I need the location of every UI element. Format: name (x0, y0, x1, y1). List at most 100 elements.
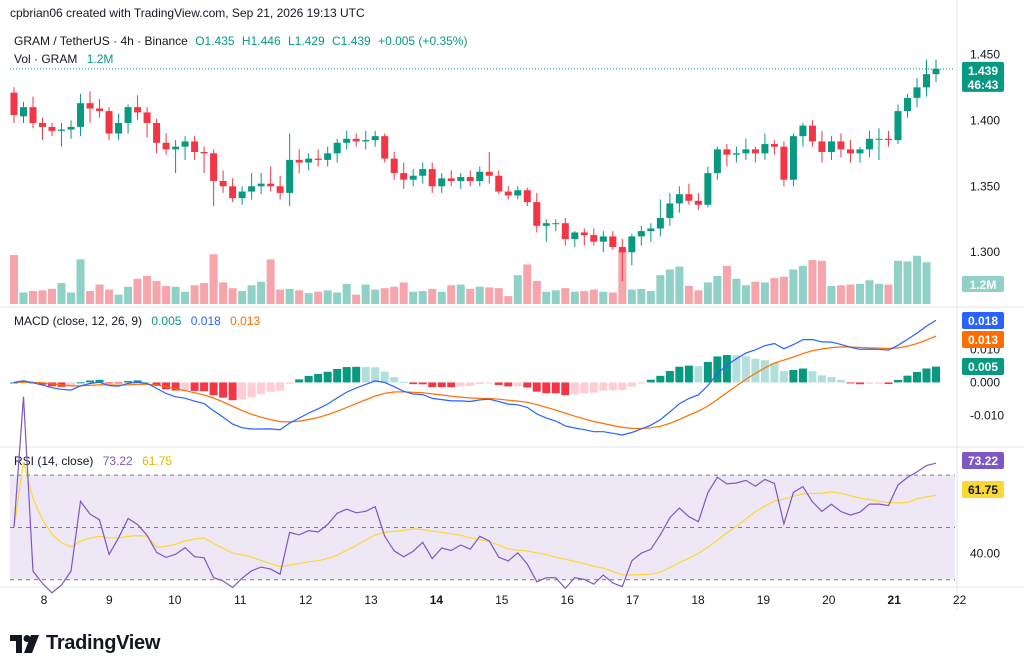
macd-histogram-bar (903, 375, 912, 383)
candle-body (39, 122, 47, 127)
macd-histogram-bar (314, 373, 323, 383)
volume-bar (903, 261, 912, 304)
time-tick-label: 21 (888, 593, 902, 607)
volume-bar (295, 290, 304, 304)
price-tick-label: 1.300 (970, 245, 1000, 259)
candle-body (903, 97, 911, 112)
macd-histogram-bar (371, 367, 380, 383)
price-badge-text: 1.439 (968, 64, 998, 78)
macd-histogram-bar (798, 368, 807, 383)
candle-body (732, 153, 740, 155)
price-badge-text: 46:43 (968, 78, 999, 92)
candle-body (865, 138, 873, 150)
macd-histogram-bar (10, 382, 18, 384)
volume-bar (855, 283, 864, 304)
macd-histogram-bar (561, 382, 570, 396)
rsi-ma-badge-text: 61.75 (968, 483, 998, 497)
macd-histogram-bar (399, 381, 408, 383)
volume-bar (665, 269, 674, 304)
volume-bar (247, 285, 256, 304)
candle-body (352, 138, 360, 142)
candle-body (808, 125, 816, 142)
candle-body (371, 136, 379, 141)
time-tick-label: 12 (299, 593, 313, 607)
volume-bar (798, 265, 807, 304)
macd-histogram-bar (874, 382, 883, 384)
volume-bar (760, 282, 769, 304)
candle-body (314, 158, 322, 160)
time-tick-label: 13 (364, 593, 378, 607)
volume-bar (456, 284, 465, 304)
rsi-label[interactable]: RSI (14, close) (14, 454, 94, 468)
macd-histogram-bar (304, 375, 313, 383)
volume-bar (675, 266, 684, 304)
macd-histogram-bar (228, 382, 237, 401)
macd-signal-value: 0.013 (230, 314, 261, 328)
macd-tick-label: -0.010 (970, 408, 1004, 422)
macd-histogram-bar (932, 366, 940, 383)
tradingview-logo[interactable]: TradingView (10, 632, 160, 655)
symbol-title[interactable]: GRAM / TetherUS · 4h · Binance (14, 34, 188, 48)
candle-body (419, 169, 427, 176)
macd-histogram-bar (447, 382, 456, 388)
macd-label[interactable]: MACD (close, 12, 26, 9) (14, 314, 143, 328)
volume-bar (542, 291, 551, 304)
candles (10, 59, 955, 282)
volume-bar (323, 290, 332, 304)
volume-bar (922, 262, 931, 304)
volume-bar (561, 288, 570, 304)
macd-histogram-bar (637, 382, 646, 384)
candle-body (846, 149, 854, 154)
candle-body (685, 194, 693, 201)
volume-bar (276, 289, 285, 304)
macd-histogram-bar (105, 382, 114, 384)
volume-bar (124, 286, 133, 304)
volume-bar (703, 282, 712, 304)
volume-bar (19, 292, 28, 304)
volume-bar (428, 288, 437, 304)
price-tick-label: 1.450 (970, 47, 1000, 61)
macd-histogram-bar (466, 382, 475, 386)
time-tick-label: 19 (757, 593, 771, 607)
rsi-legend: RSI (14, close) 73.22 61.75 (14, 454, 172, 468)
macd-histogram-bar (456, 382, 465, 387)
candle-body (656, 217, 664, 229)
macd-histogram-bar (257, 382, 266, 395)
macd-histogram-bar (219, 382, 228, 398)
volume-bar (523, 264, 532, 304)
macd-histogram-bar (38, 382, 47, 385)
volume-bar (485, 287, 494, 304)
candle-body (523, 190, 531, 203)
candle-body (618, 246, 626, 253)
volume-bar (219, 282, 228, 304)
macd-tick-label: 0.000 (970, 375, 1000, 389)
candle-body (324, 153, 332, 160)
macd-histogram-bar (808, 371, 817, 383)
macd-histogram-bar (409, 382, 418, 385)
volume-bar (10, 255, 18, 304)
time-tick-label: 18 (691, 593, 705, 607)
volume-bar (884, 284, 893, 304)
candle-body (704, 173, 712, 205)
candle-body (561, 223, 569, 240)
macd-histogram-bar (380, 371, 389, 383)
volume-bar (48, 288, 57, 304)
volume-bar (67, 292, 76, 304)
candle-body (58, 129, 66, 131)
volume-label[interactable]: Vol · GRAM (14, 52, 78, 66)
chart-canvas[interactable]: 1.4501.4001.3501.3000.0100.000-0.01040.0… (0, 0, 1024, 630)
volume-bar (836, 285, 845, 304)
candle-body (248, 186, 256, 192)
volume-bar (29, 291, 38, 304)
macd-histogram-bar (599, 382, 608, 391)
macd-histogram-bar (570, 382, 579, 395)
candle-body (675, 194, 683, 204)
volume-bar (494, 288, 503, 304)
candle-body (751, 149, 759, 154)
candle-body (466, 177, 474, 182)
tradingview-logo-icon (10, 634, 39, 653)
candle-body (428, 169, 436, 187)
candle-body (770, 144, 778, 147)
volume-bar (162, 286, 171, 304)
macd-histogram-bar (589, 382, 598, 393)
